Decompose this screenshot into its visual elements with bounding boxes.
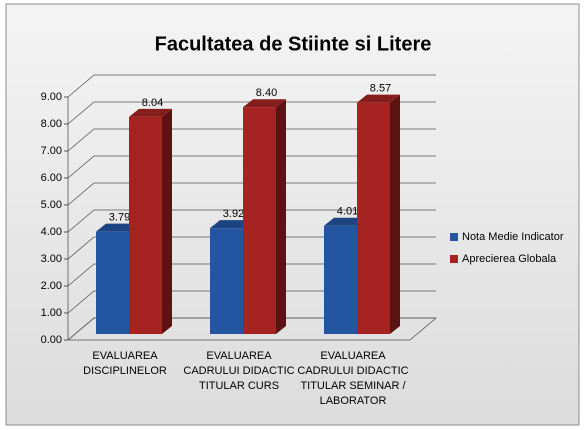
grid-line [67,236,436,260]
grid-line [67,182,436,206]
chart-frame [5,3,580,426]
x-tick-label: EVALUAREA CADRULUI DIDACTIC TITULAR CURS [183,350,294,392]
legend-label: Nota Medie Indicator [462,231,564,243]
data-label: 3.79 [109,212,130,224]
y-tick-label: 5.00 [41,199,62,211]
bar-side [162,108,172,334]
y-tick-label: 7.00 [41,145,62,157]
data-label: 3.92 [223,208,244,220]
x-tick-label: EVALUAREA DISCIPLINELOR [83,350,167,377]
bar [243,99,286,334]
bar-top [129,108,172,117]
y-tick-label: 4.00 [41,226,62,238]
bar-top [324,217,367,226]
y-tick-label: 9.00 [41,91,62,103]
bar-front [129,116,162,334]
grid-line [67,263,436,287]
y-tick-label: 1.00 [41,307,62,319]
bar-front [96,231,129,334]
bar [129,108,172,334]
grid-line [67,290,436,314]
bar-top [96,223,139,232]
y-tick-label: 8.00 [41,118,62,130]
bar-side [390,94,400,334]
chart-title: Facultatea de Stiinte si Litere [155,33,432,55]
grid-line [67,155,436,179]
legend-swatch [450,255,458,263]
x-tick-label: EVALUAREA CADRULUI DIDACTIC TITULAR SEMINA… [297,350,408,407]
data-label: 8.04 [142,97,163,109]
y-tick-label: 3.00 [41,253,62,265]
grid-line [67,101,436,125]
grid-line [67,317,436,341]
data-label: 4.01 [337,206,358,218]
y-tick-label: 6.00 [41,172,62,184]
data-label: 8.57 [370,83,391,95]
bar-front [357,102,390,334]
legend-swatch [450,233,458,241]
data-label: 8.40 [256,87,277,99]
bar [357,94,400,334]
legend-label: Aprecierea Globala [462,253,557,265]
bar-side [276,99,286,334]
bar-top [210,220,253,229]
bar-front [210,228,243,334]
bar-top [243,99,286,108]
y-tick-label: 0.00 [41,334,62,346]
grid-line [67,74,436,98]
grid-line [67,209,436,233]
grid-line [67,128,436,152]
bar-top [357,94,400,103]
y-tick-label: 2.00 [41,280,62,292]
bar-front [324,225,357,334]
bar-front [243,107,276,334]
